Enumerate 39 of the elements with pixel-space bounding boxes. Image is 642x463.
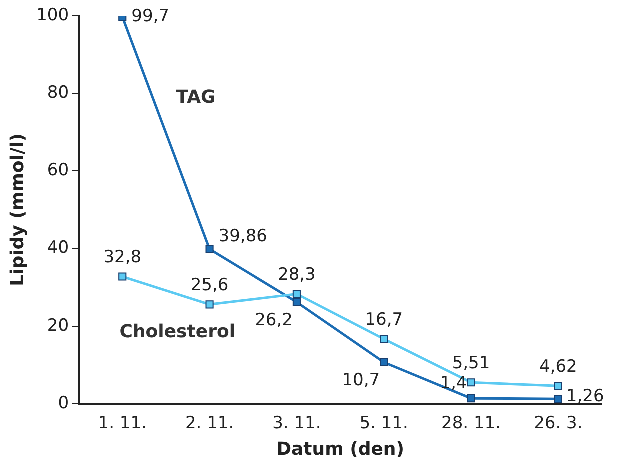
point: [118, 272, 127, 281]
series-label: Cholesterol: [120, 321, 236, 342]
point: [467, 394, 476, 403]
point: [554, 382, 562, 390]
data-label: 26,2: [255, 310, 293, 330]
y-tick-label: 40: [47, 238, 70, 258]
point: [380, 358, 388, 367]
series-label: TAG: [176, 87, 216, 108]
x-tick-label: 26. 3.: [534, 414, 583, 434]
point: [292, 298, 301, 306]
y-tick-label: 20: [47, 316, 70, 336]
y-tick-label: 60: [47, 160, 70, 181]
data-label: 32,8: [104, 248, 142, 268]
data-label: 25,6: [190, 276, 229, 296]
data-label: 1,4: [440, 373, 468, 394]
data-label: 1,26: [566, 386, 604, 407]
data-label: 4,62: [539, 356, 578, 377]
point: [292, 290, 301, 298]
data-label: 39,86: [218, 226, 268, 246]
y-tick-label: 80: [47, 83, 70, 104]
data-label: 28,3: [278, 265, 316, 286]
data-label: 99,7: [132, 6, 170, 27]
x-tick-label: 5. 11.: [360, 414, 408, 434]
x-axis-title: Datum (den): [276, 438, 404, 460]
point: [206, 245, 214, 254]
point: [467, 378, 476, 387]
y-tick-label: 0: [58, 393, 70, 414]
x-tick-label: 2. 11.: [185, 414, 234, 434]
data-label: 16,7: [365, 310, 404, 330]
x-tick-label: 3. 11.: [272, 414, 322, 434]
x-tick-label: 1. 11.: [98, 414, 147, 434]
point: [554, 395, 562, 404]
y-axis-title: Lipidy (mmol/l): [7, 134, 28, 286]
data-label: 10,7: [342, 370, 380, 390]
x-tick-label: 28. 11.: [442, 414, 502, 434]
y-tick-label: 100: [36, 5, 70, 26]
point: [380, 335, 388, 344]
data-label: 5,51: [452, 354, 490, 374]
point: [206, 300, 214, 309]
